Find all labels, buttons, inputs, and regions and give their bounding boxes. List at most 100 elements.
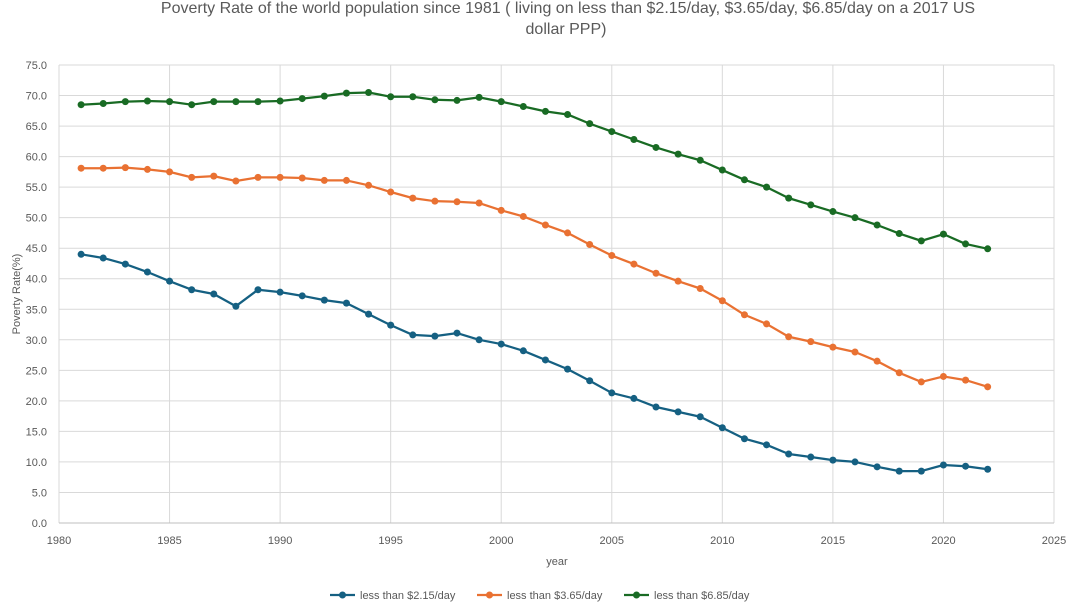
data-point [939,461,947,469]
data-point [166,98,174,106]
data-point [99,164,107,172]
data-point [497,98,505,106]
data-point [740,435,748,443]
data-point [431,332,439,340]
data-point [851,214,859,222]
data-point [873,463,881,471]
data-point [851,458,859,466]
data-point [984,383,992,391]
data-point [962,462,970,470]
data-point [608,389,616,397]
y-tick-label: 60.0 [26,152,47,164]
data-point [121,98,129,106]
data-point [807,453,815,461]
data-point [409,93,417,101]
data-point [630,260,638,268]
data-point [276,173,284,181]
data-point [475,93,483,101]
data-point [807,201,815,209]
data-point [342,299,350,307]
data-point [873,221,881,229]
data-point [475,336,483,344]
series-1 [77,250,992,475]
data-point [99,254,107,262]
data-point [674,408,682,416]
data-point [763,441,771,449]
data-point [851,348,859,356]
x-tick-label: 1985 [157,535,181,547]
chart-title: Poverty Rate of the world population sin… [161,0,975,38]
data-point [320,176,328,184]
data-point [121,260,129,268]
x-axis-ticks: 1980 1985 1990 1995 2000 2005 2010 2015 2020 2025 [47,535,1066,547]
y-tick-label: 45.0 [26,243,47,255]
y-tick-label: 35.0 [26,304,47,316]
data-point [873,357,881,365]
data-point [166,168,174,176]
data-point [365,88,373,96]
data-point [984,465,992,473]
data-point [917,467,925,475]
series-3 [77,88,992,253]
data-point [785,333,793,341]
data-point [519,347,527,355]
y-tick-label: 65.0 [26,121,47,133]
data-point [254,173,262,181]
data-point [674,277,682,285]
data-point [718,424,726,432]
data-point [298,95,306,103]
y-tick-label: 30.0 [26,335,47,347]
data-point [829,208,837,216]
data-point [232,98,240,106]
x-axis-label: year [546,556,568,568]
data-point [409,194,417,202]
x-tick-label: 1980 [47,535,71,547]
legend-label: less than $2.15/day [360,590,456,602]
data-point [77,164,85,172]
y-tick-label: 55.0 [26,182,47,194]
data-point [232,302,240,310]
data-point [608,252,616,260]
legend-item: less than $3.65/day [477,590,603,602]
data-point [962,376,970,384]
x-tick-label: 2025 [1042,535,1066,547]
data-point [342,176,350,184]
data-point [497,340,505,348]
data-point [143,97,151,105]
data-point [210,290,218,298]
data-point [564,365,572,373]
legend-label: less than $6.85/day [654,590,750,602]
data-point [365,310,373,318]
data-point [541,107,549,115]
data-point [475,199,483,207]
data-point [77,250,85,258]
data-point [409,331,417,339]
data-point [630,394,638,402]
data-point [718,166,726,174]
series-line [81,91,988,250]
y-tick-label: 40.0 [26,274,47,286]
data-point [320,92,328,100]
data-point [895,467,903,475]
data-point [77,101,85,109]
data-point [962,240,970,248]
data-point [586,120,594,128]
legend-item: less than $2.15/day [330,590,456,602]
data-point [143,165,151,173]
data-point [166,277,174,285]
data-point [387,188,395,196]
y-tick-label: 75.0 [26,60,47,72]
data-point [320,296,328,304]
legend-label: less than $3.65/day [507,590,603,602]
data-point [276,97,284,105]
data-point [254,98,262,106]
gridlines [58,64,1055,524]
data-point [188,286,196,294]
data-point [541,356,549,364]
data-point [939,230,947,238]
data-point [895,369,903,377]
y-tick-label: 70.0 [26,91,47,103]
data-point [519,103,527,111]
data-point [497,206,505,214]
series-2 [77,164,992,391]
